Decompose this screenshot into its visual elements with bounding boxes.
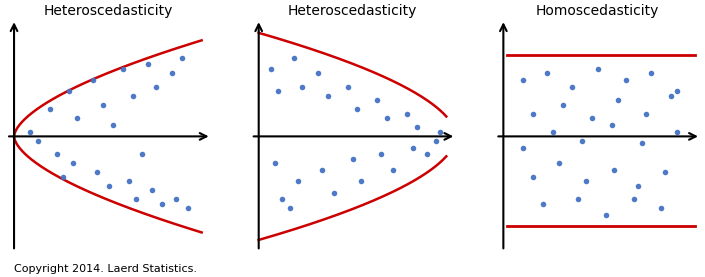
Title: Heteroscedasticity: Heteroscedasticity xyxy=(43,4,173,18)
Title: Heteroscedasticity: Heteroscedasticity xyxy=(288,4,417,18)
Title: Homoscedasticity: Homoscedasticity xyxy=(536,4,659,18)
Text: Copyright 2014. Laerd Statistics.: Copyright 2014. Laerd Statistics. xyxy=(14,264,197,274)
